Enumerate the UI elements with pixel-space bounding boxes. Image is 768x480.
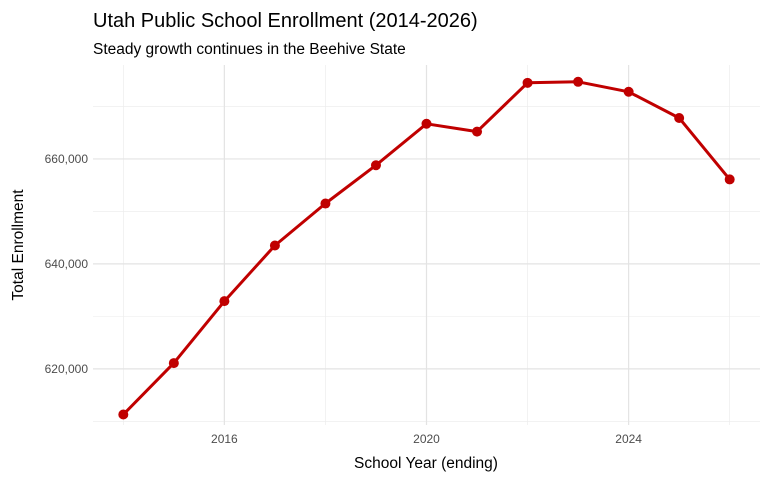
- data-point: [269, 240, 280, 251]
- data-point: [118, 409, 129, 420]
- data-point: [219, 296, 230, 307]
- y-tick-label: 660,000: [45, 152, 89, 166]
- x-tick-label: 2024: [615, 432, 642, 446]
- data-point: [674, 113, 685, 124]
- data-point: [168, 358, 179, 369]
- data-point: [421, 118, 432, 129]
- y-tick-label: 640,000: [45, 257, 89, 271]
- data-point: [472, 126, 483, 137]
- data-point: [320, 198, 331, 209]
- data-point: [623, 86, 634, 97]
- gridlines: [93, 65, 760, 425]
- tick-labels: 2016 2020 2024 620,000 640,000 660,000: [45, 152, 643, 446]
- x-tick-label: 2016: [211, 432, 238, 446]
- x-axis-label: School Year (ending): [354, 455, 498, 472]
- series-points: [118, 76, 735, 420]
- data-point: [370, 160, 381, 171]
- data-point: [522, 77, 533, 88]
- y-axis-label: Total Enrollment: [10, 189, 27, 301]
- chart-title: Utah Public School Enrollment (2014-2026…: [93, 10, 478, 32]
- x-tick-label: 2020: [413, 432, 440, 446]
- y-tick-label: 620,000: [45, 362, 89, 376]
- chart-subtitle: Steady growth continues in the Beehive S…: [93, 41, 406, 58]
- data-point: [573, 76, 584, 87]
- data-point: [724, 174, 735, 185]
